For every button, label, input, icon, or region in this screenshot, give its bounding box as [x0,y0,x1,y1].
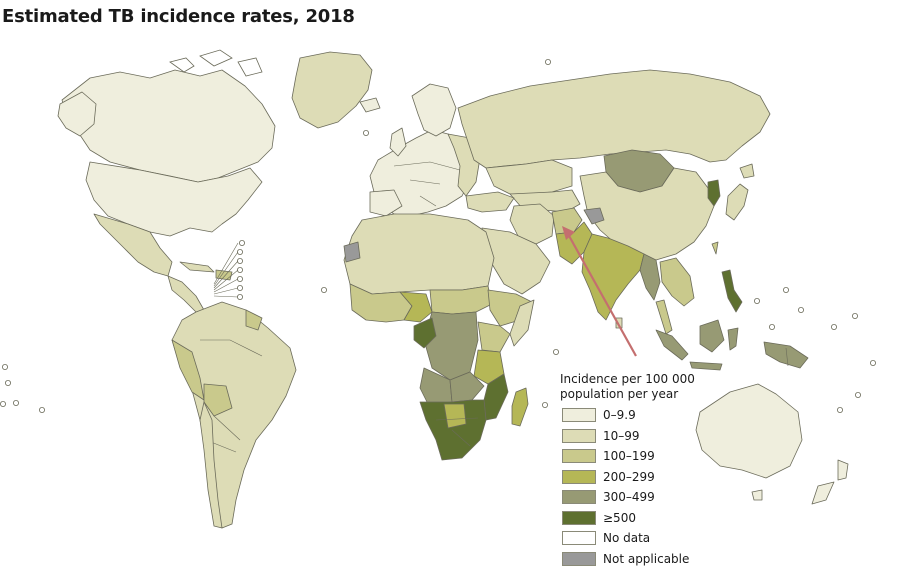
small-island-markers [0,59,877,413]
afghanistan [551,207,583,235]
java [689,361,723,371]
legend-label: 200–299 [603,469,655,484]
legend-label: 0–9.9 [603,408,636,422]
zambia [449,371,485,403]
tasmania [751,489,763,501]
legend-label: 300–499 [603,490,655,504]
iran [509,203,555,245]
arctic-island [169,57,195,73]
arctic-island [199,49,233,67]
western-sahara-not-applicable [343,241,361,263]
malay-peninsula [655,299,673,335]
southern-africa [419,399,487,461]
central-africa [429,285,493,315]
annotation-arrow [562,226,637,357]
new-guinea [763,341,809,369]
cuba [179,261,215,273]
legend-label: Not applicable [603,551,690,566]
canada [61,69,276,183]
bolivia [203,383,233,417]
russia [457,69,771,169]
legend: Incidence per 100 000 population per yea… [560,372,695,566]
borneo [699,319,725,353]
legend-swatch [562,449,596,463]
central-america [167,275,205,313]
nigeria [399,291,433,323]
legend-label: No data [603,531,651,545]
sri-lanka [615,317,623,329]
legend-swatch [562,510,596,525]
india [581,233,645,321]
legend-swatch [562,469,596,484]
kashmir-not-applicable [583,207,605,225]
legend-swatch [562,408,596,422]
sulawesi [727,327,739,351]
taiwan [711,241,719,255]
hokkaido [739,163,755,179]
guyana [245,309,263,331]
legend-title: Incidence per 100 000 population per yea… [560,372,695,402]
legend-swatch [562,428,596,443]
chile [199,401,223,529]
legend-title-line1: Incidence per 100 000 [560,372,695,386]
madagascar [511,387,529,427]
somalia [509,299,535,347]
legend-swatch [562,490,596,504]
north-africa [343,213,495,295]
legend-swatch [562,531,596,545]
australia [695,383,803,479]
philippines [721,269,743,313]
legend-label: ≥500 [603,510,636,525]
legend-title-line2: population per year [560,387,679,401]
iberia [369,189,403,217]
legend-swatch [562,551,596,566]
scandinavia [411,83,457,137]
south-america [171,301,297,529]
legend-label: 10–99 [603,428,640,443]
map-title: Estimated TB incidence rates, 2018 [2,6,355,27]
sumatra [655,329,689,361]
greenland [291,51,373,129]
mexico [93,213,173,277]
legend-label: 100–199 [603,449,655,463]
myanmar [639,253,661,301]
new-zealand [811,459,849,505]
iceland [359,97,381,113]
north-korea [707,179,721,207]
china [579,167,715,261]
arctic-island [237,57,263,77]
indochina [659,257,695,307]
alaska [57,91,97,137]
gabon [413,317,437,349]
kazakhstan [485,159,573,195]
turkey [465,191,515,213]
japan [725,183,749,221]
united-kingdom [389,127,407,157]
kenya [477,321,511,353]
united-states [85,161,263,237]
botswana [443,403,467,429]
